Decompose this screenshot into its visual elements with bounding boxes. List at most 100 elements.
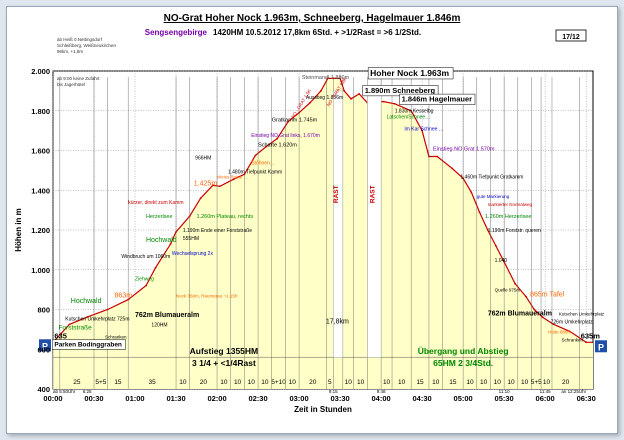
profile-point <box>339 77 341 80</box>
mountain-group-label: Sengsengebirge <box>145 28 208 37</box>
profile-point <box>382 100 385 103</box>
ascent-summary-2: 3 1/4 + <1/4Rast <box>192 358 256 368</box>
parking-icon <box>39 339 51 352</box>
distance-label: 17,8km <box>326 318 349 325</box>
annotation-box <box>399 93 476 105</box>
parking-icon-label: P <box>42 341 48 351</box>
annotation-label: 1.040 <box>495 258 508 264</box>
annotation-label: Kutschen Umkehrplatz 725m <box>65 316 129 322</box>
annotation-label: 555HM <box>183 236 199 242</box>
clock-time-label: 9:15 <box>329 389 338 394</box>
segment-duration-label: 10 <box>543 379 551 386</box>
note-top-left: 96km, +1,8m <box>57 49 83 54</box>
annotation-label: Kutschen Umkehrplatz <box>559 311 605 316</box>
annotation-box <box>367 67 454 80</box>
annotation-label: Latschen/Schnee… <box>387 115 431 121</box>
x-tick-label: 03:00 <box>289 394 308 403</box>
x-tick-label: 05:30 <box>495 394 514 403</box>
profile-point <box>436 155 439 158</box>
profile-point <box>199 197 202 200</box>
profile-point <box>585 341 588 344</box>
annotation-label: Hoher Nock 1.963m <box>370 68 449 78</box>
segment-duration-label: 10 <box>432 379 440 386</box>
segment-duration-label: 5+5 <box>531 379 542 386</box>
segment-duration-label: 10 <box>179 379 187 386</box>
segment-duration-label: 5+10 <box>271 379 286 386</box>
annotation-label: 726m Umkehrplatz <box>551 319 593 325</box>
profile-point <box>514 282 516 285</box>
y-tick-label: 2.000 <box>31 67 50 76</box>
segment-duration-label: 10 <box>289 379 297 386</box>
note-top-left: ab Heiß 0.Nettingsdorf <box>57 37 103 42</box>
annotation-label: Hochwald <box>146 237 177 244</box>
x-axis-title: Zeit in Stunden <box>294 405 352 414</box>
segment-duration-label: 15 <box>416 379 424 386</box>
annotation-label: 1.890m Schneeberg <box>365 86 436 95</box>
elevation-profile-chart: NO-Grat Hoher Nock 1.963m, Schneeberg, H… <box>14 13 607 414</box>
y-tick-label: 800 <box>37 306 50 315</box>
annotation-label: 966HM <box>195 155 211 161</box>
annotation-label: 1.846m Hagelmauer <box>402 95 473 104</box>
segment-duration-label: 10 <box>234 379 242 386</box>
annotation-label: Stöhnen… <box>251 160 275 166</box>
annotation-label: 1.830m Kesselbg <box>395 109 434 115</box>
profile-point <box>552 323 555 326</box>
segment-duration-label: 10 <box>248 379 256 386</box>
segment-duration-label: 5+5 <box>95 379 106 386</box>
clock-time-label: 11:10 <box>499 389 510 394</box>
profile-point <box>232 178 235 181</box>
segment-duration-label: 10 <box>357 379 365 386</box>
profile-point <box>320 89 322 92</box>
profile-point <box>592 341 593 344</box>
annotation-label: Schranken <box>562 337 584 342</box>
y-axis-title: Höhen in m <box>14 208 23 252</box>
segment-duration-label: 20 <box>562 379 570 386</box>
x-tick-label: 06:30 <box>577 394 596 403</box>
annotation-label: 863m <box>115 293 133 300</box>
annotation-label: 1.190m Forststr. queren <box>488 228 541 234</box>
profile-point <box>276 137 279 140</box>
segment-duration-label: 15 <box>449 379 457 386</box>
annotation-label: Einstieg NO Grat links, 1.670m <box>251 133 320 139</box>
segment-duration-label: 15 <box>114 379 122 386</box>
annotation-label: kürzer, direkt zum Kamm <box>128 200 183 206</box>
rest-zone <box>367 90 382 358</box>
profile-point <box>533 308 536 311</box>
segment-duration-label: 10 <box>494 379 502 386</box>
annotation-box <box>52 339 126 350</box>
clock-time-label: an 12:25Uhr <box>561 389 586 394</box>
segment-duration-label: 10 <box>261 379 269 386</box>
profile-point <box>343 89 346 92</box>
clock-time-label: 9:48 <box>377 389 386 394</box>
annotation-label: 120HM <box>151 322 167 328</box>
profile-point <box>568 330 571 333</box>
profile-point <box>265 145 268 148</box>
annotation-label: 635m <box>581 331 601 340</box>
segment-duration-label: 10 <box>345 379 353 386</box>
profile-point <box>145 284 147 287</box>
segment-duration-label: 20 <box>309 379 317 386</box>
annotation-label: gute Markierung <box>477 194 510 199</box>
annotation-label: markierter Normalweg <box>488 202 533 207</box>
annotation-label: Hütte 880m <box>548 329 572 334</box>
x-tick-label: 02:30 <box>248 394 267 403</box>
annotation-label: Hochwald <box>71 298 102 305</box>
y-tick-label: 1.600 <box>31 147 50 156</box>
tour-summary-label: 1420HM 10.5.2012 17,8km 6Std. + >1/2Rast… <box>213 28 421 37</box>
annotation-label: 1.260m Herzerlsee <box>485 214 531 220</box>
annotation-label: Ziehweg <box>135 277 154 283</box>
annotation-label: 1.460m Tiefpunkt Gratkamm <box>460 174 523 180</box>
rest-zone <box>333 90 344 358</box>
profile-point <box>478 211 481 214</box>
annotation-label: 1.425m <box>194 180 218 187</box>
segment-duration-label: 35 <box>148 379 156 386</box>
annotation-label: 635 <box>54 331 67 340</box>
segment-duration-label: 10 <box>383 379 391 386</box>
profile-point <box>154 266 157 269</box>
profile-point <box>451 167 454 170</box>
profile-point <box>60 332 63 335</box>
annotation-label: Weiss Ruine … <box>217 174 248 179</box>
profile-point <box>86 316 89 318</box>
segment-duration-label: 20 <box>200 379 208 386</box>
descent-summary-2: 65HM 2 3/4Std. <box>433 358 493 368</box>
